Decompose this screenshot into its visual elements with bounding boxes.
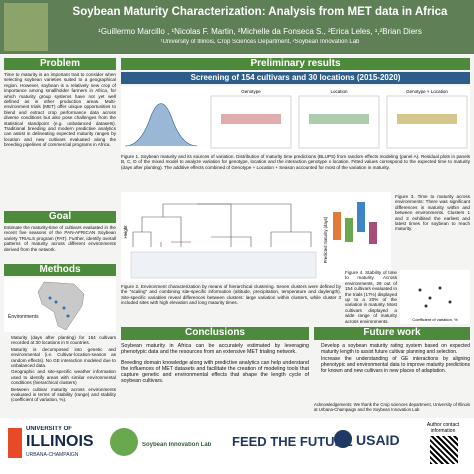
problem-text: Time to maturity is an important trait t… — [4, 72, 116, 148]
panel-label: Genotype × Location — [406, 89, 448, 94]
title: Soybean Maturity Characterization: Analy… — [72, 6, 448, 18]
panel-frame — [386, 95, 468, 149]
density-curve — [124, 103, 198, 147]
conclusions-p: Breeding domain knowledge along with pre… — [121, 359, 309, 385]
problem-heading: Problem — [4, 58, 116, 70]
methods-bullet: Maturity is decomposed into genetic and … — [11, 347, 116, 369]
goal-heading: Goal — [4, 211, 116, 223]
point — [418, 288, 422, 292]
methods-bullet: Maturity (days after planting) for 154 c… — [11, 335, 116, 346]
conclusions-heading: Conclusions — [121, 327, 309, 340]
site-dot — [54, 300, 58, 304]
africa-shape — [37, 281, 85, 331]
conclusions-text: Soybean maturity in Africa can be accura… — [121, 343, 309, 415]
figure1-caption: Figure 1. Soybean maturity and its sourc… — [121, 154, 470, 170]
uiuc-text: URBANA-CHAMPAIGN — [26, 452, 79, 458]
acknowledgements: Acknowledgements: We thank the Crop scie… — [314, 402, 470, 412]
box — [345, 218, 353, 242]
box — [357, 202, 365, 232]
contact-text: Author contact information — [426, 422, 460, 434]
residual-cloud — [221, 114, 281, 124]
figure3-caption: Figure 3. Time to maturity across enviro… — [395, 194, 470, 232]
results-banner: Screening of 154 cultivars and 30 locati… — [121, 72, 470, 84]
figure4-caption: Figure 4. Stability of time to maturity.… — [345, 270, 397, 324]
panel-frame — [210, 95, 292, 149]
map-label: Environments — [8, 314, 39, 320]
uiuc-text: UNIVERSITY OF — [26, 426, 72, 432]
figure4-plot: Coefficient of variation, % — [400, 270, 470, 324]
sil-logo — [110, 428, 138, 456]
future-bullet: Develop a soybean maturity rating system… — [321, 343, 470, 355]
residual-cloud — [309, 114, 369, 124]
methods-bullet: Geographic and site-specific weather inf… — [11, 369, 116, 385]
point — [424, 304, 428, 308]
point — [438, 286, 442, 290]
cluster-table — [130, 251, 317, 279]
panel-frame — [298, 95, 380, 149]
sil-text: Soybean Innovation Lab — [142, 442, 212, 448]
site-dot — [62, 306, 66, 310]
conclusions-p: Soybean maturity in Africa can be accura… — [121, 343, 309, 356]
header-photo — [4, 3, 48, 51]
axis-label: Predicted maturity (days) — [323, 216, 328, 263]
future-bullet: Increase the understanding of GE interac… — [321, 356, 470, 374]
goal-text: Estimate the maturity-time of cultivars … — [4, 225, 116, 252]
point — [448, 300, 452, 304]
panel-label: Location — [330, 89, 348, 94]
affiliations: ¹University of Illinois, Crop Sciences D… — [160, 39, 360, 45]
figure-bg — [400, 270, 470, 324]
axis-label: Coefficient of variation, % — [412, 317, 458, 322]
figure2-caption: Figure 2. Environment characterization b… — [121, 284, 341, 306]
site-dot — [66, 314, 70, 318]
future-text: Develop a soybean maturity rating system… — [314, 343, 470, 401]
methods-bullet: Between cultivar maturity across environ… — [11, 387, 116, 403]
residual-cloud — [397, 114, 457, 124]
footer: UNIVERSITY OF ILLINOIS URBANA-CHAMPAIGN … — [0, 418, 474, 474]
methods-heading: Methods — [4, 264, 116, 276]
results-heading: Preliminary results — [121, 58, 470, 70]
authors: ¹Guillermo Marcillo , ¹Nicolas F. Martin… — [98, 27, 422, 36]
box — [333, 212, 341, 240]
uiuc-text: ILLINOIS — [26, 433, 94, 450]
panel-label: Genotype — [241, 89, 261, 94]
methods-map: Environments — [4, 278, 116, 332]
point — [428, 296, 432, 300]
qr-code — [430, 436, 458, 464]
dendrogram — [197, 203, 312, 247]
header: Soybean Maturity Characterization: Analy… — [0, 0, 474, 54]
methods-text: Maturity (days after planting) for 154 c… — [4, 335, 116, 415]
figure1-panels: Genotype Location Genotype × Location — [121, 86, 470, 152]
axis-label: Height — [123, 225, 128, 239]
figure2-3: Height Predicted maturity (days) — [121, 192, 391, 282]
site-dot — [48, 296, 52, 300]
usaid-text: USAID — [356, 432, 400, 448]
uiuc-logo — [8, 428, 22, 458]
box — [369, 222, 377, 244]
usaid-seal — [334, 430, 352, 448]
future-heading: Future work — [314, 327, 470, 340]
ftf-text: FEED THE FUTURE — [232, 434, 353, 449]
